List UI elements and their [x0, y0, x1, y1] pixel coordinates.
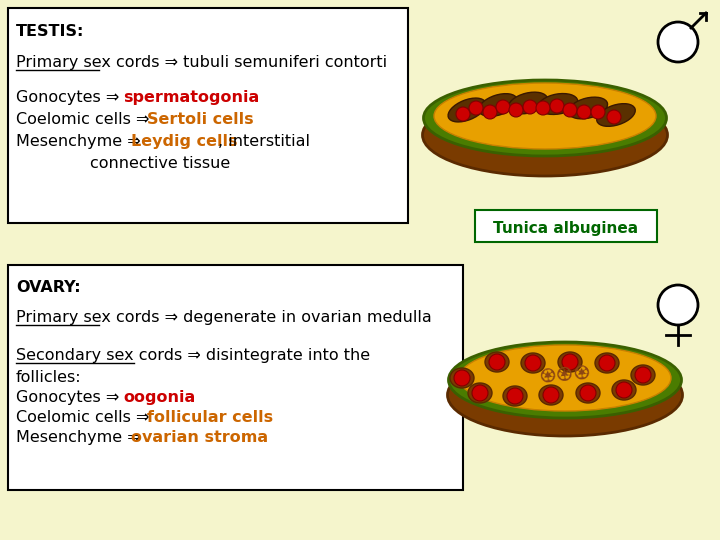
Text: Gonocytes ⇒: Gonocytes ⇒	[16, 90, 125, 105]
Ellipse shape	[612, 380, 636, 400]
Circle shape	[472, 385, 488, 401]
Circle shape	[469, 101, 483, 115]
Circle shape	[635, 367, 651, 383]
Text: connective tissue: connective tissue	[90, 156, 230, 171]
Circle shape	[456, 107, 470, 121]
Ellipse shape	[539, 93, 577, 114]
Text: Primary sex cords ⇒ tubuli semuniferi contorti: Primary sex cords ⇒ tubuli semuniferi co…	[16, 55, 387, 70]
Text: Coelomic cells ⇒: Coelomic cells ⇒	[16, 112, 155, 127]
Ellipse shape	[468, 383, 492, 403]
Ellipse shape	[631, 365, 655, 385]
Text: Gonocytes ⇒: Gonocytes ⇒	[16, 390, 125, 405]
Text: follicular cells: follicular cells	[147, 410, 273, 425]
Text: Secondary sex cords ⇒ disintegrate into the: Secondary sex cords ⇒ disintegrate into …	[16, 348, 370, 363]
Text: OVARY:: OVARY:	[16, 280, 81, 295]
Circle shape	[523, 100, 537, 114]
Ellipse shape	[479, 93, 517, 116]
FancyBboxPatch shape	[8, 8, 408, 223]
FancyBboxPatch shape	[8, 265, 463, 490]
Circle shape	[658, 22, 698, 62]
Text: Mesenchyme ⇒: Mesenchyme ⇒	[16, 430, 145, 445]
Ellipse shape	[503, 386, 527, 406]
Circle shape	[580, 385, 596, 401]
Ellipse shape	[434, 83, 656, 149]
Ellipse shape	[423, 80, 667, 156]
Circle shape	[496, 100, 510, 114]
Circle shape	[550, 99, 564, 113]
Ellipse shape	[569, 97, 608, 119]
Circle shape	[536, 101, 550, 115]
Circle shape	[509, 103, 523, 117]
Circle shape	[607, 110, 621, 124]
Ellipse shape	[595, 353, 619, 373]
Circle shape	[616, 382, 632, 398]
Ellipse shape	[558, 352, 582, 372]
Text: Coelomic cells ⇒: Coelomic cells ⇒	[16, 410, 155, 425]
Ellipse shape	[449, 342, 682, 418]
Text: Primary sex cords ⇒ degenerate in ovarian medulla: Primary sex cords ⇒ degenerate in ovaria…	[16, 310, 432, 325]
Circle shape	[599, 355, 615, 371]
Circle shape	[563, 103, 577, 117]
Text: spermatogonia: spermatogonia	[123, 90, 259, 105]
FancyBboxPatch shape	[475, 210, 657, 242]
Ellipse shape	[448, 98, 486, 122]
Text: oogonia: oogonia	[123, 390, 195, 405]
Ellipse shape	[485, 352, 509, 372]
Circle shape	[454, 370, 470, 386]
Text: Mesenchyme ⇒: Mesenchyme ⇒	[16, 134, 145, 149]
Ellipse shape	[597, 104, 635, 126]
Circle shape	[525, 355, 541, 371]
Circle shape	[543, 387, 559, 403]
Text: TESTIS:: TESTIS:	[16, 24, 84, 39]
Ellipse shape	[459, 345, 671, 411]
Circle shape	[507, 388, 523, 404]
Circle shape	[562, 354, 578, 370]
Text: Tunica albuginea: Tunica albuginea	[493, 220, 639, 235]
Text: ovarian stroma: ovarian stroma	[131, 430, 268, 445]
Circle shape	[483, 105, 497, 119]
Text: ♼♼♼: ♼♼♼	[538, 363, 592, 387]
Circle shape	[591, 105, 605, 119]
Circle shape	[658, 285, 698, 325]
Ellipse shape	[450, 368, 474, 388]
Text: , interstitial: , interstitial	[218, 134, 310, 149]
Ellipse shape	[448, 354, 683, 436]
Ellipse shape	[539, 385, 563, 405]
Ellipse shape	[423, 94, 667, 176]
Ellipse shape	[521, 353, 545, 373]
Circle shape	[577, 105, 591, 119]
Ellipse shape	[508, 92, 547, 114]
Text: Leydig cells: Leydig cells	[131, 134, 238, 149]
Text: Sertoli cells: Sertoli cells	[147, 112, 253, 127]
Text: follicles:: follicles:	[16, 370, 81, 385]
Ellipse shape	[576, 383, 600, 403]
Circle shape	[489, 354, 505, 370]
